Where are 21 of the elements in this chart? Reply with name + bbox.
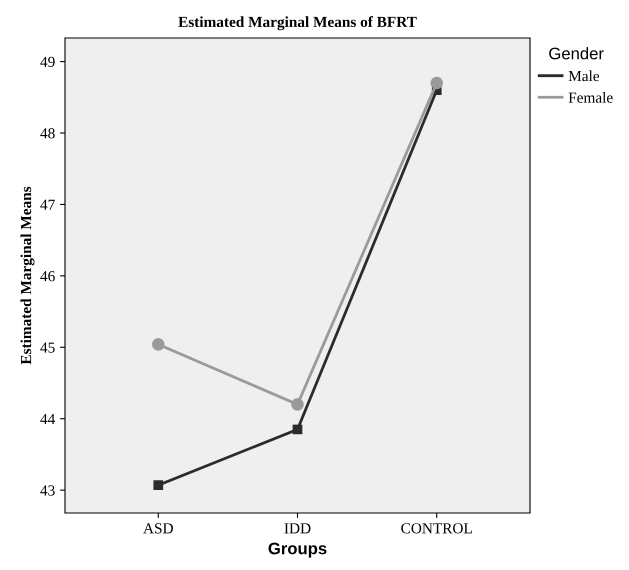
x-axis-title: Groups xyxy=(268,542,326,558)
legend-label: Male xyxy=(568,70,600,82)
point xyxy=(153,480,164,490)
y-tick-label: 49 xyxy=(40,56,55,68)
y-tick-label: 44 xyxy=(40,414,56,424)
y-tick-label: 43 xyxy=(40,485,55,496)
y-tick-label: 45 xyxy=(40,342,55,353)
point xyxy=(152,338,165,351)
y-tick-label: 46 xyxy=(40,271,55,282)
x-tick-label: ASD xyxy=(143,523,173,534)
point xyxy=(292,424,302,434)
x-tick-label: CONTROL xyxy=(401,523,472,534)
point xyxy=(430,76,443,90)
y-tick-label: 48 xyxy=(40,128,55,138)
legend-label: Female xyxy=(568,92,613,103)
x-tick-label: IDD xyxy=(284,523,310,534)
y-axis-title: Estimated Marginal Means xyxy=(20,186,34,364)
chart-title: Estimated Marginal Means of BFRT xyxy=(178,16,417,30)
legend-title: Gender xyxy=(549,47,604,60)
y-tick-label: 47 xyxy=(40,200,55,210)
point xyxy=(291,398,304,411)
